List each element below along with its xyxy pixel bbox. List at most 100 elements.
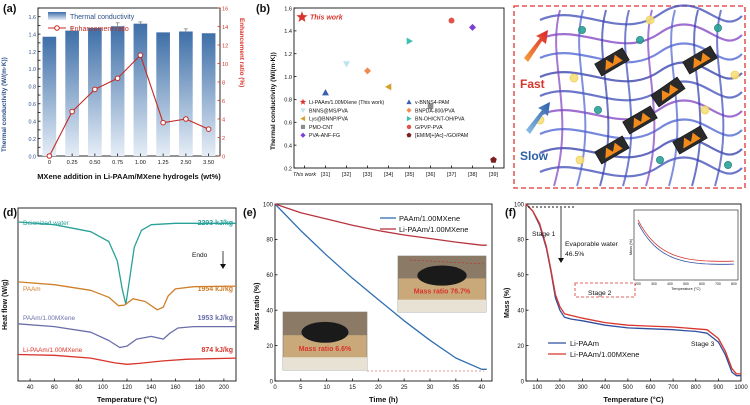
photo-paam-sample (301, 321, 349, 343)
y-tick-label-e: 100 (263, 202, 274, 208)
photo-paam-ruler (283, 357, 367, 370)
mxene-sheet (672, 125, 708, 155)
x-tick-label-a: 3.50 (203, 160, 214, 166)
x-tick-label-e: 35 (452, 385, 459, 391)
annotation-endo: Endo (192, 252, 208, 259)
curve-Li-PAAm/1.00MXene (17, 353, 237, 365)
bar-thermal-conductivity (156, 32, 170, 157)
y-tick-label-f: 100 (514, 202, 525, 208)
mxene-sheet (594, 135, 630, 165)
point-this-work (296, 11, 308, 22)
point-enhancement-ratio (183, 116, 189, 122)
inset-frame-f (633, 209, 739, 281)
annotation-evaporable-percent: 46.5% (565, 251, 584, 258)
curve-Deionized water (17, 221, 236, 305)
mxene-flake (672, 125, 708, 155)
x-tick-label-b: [36] (426, 172, 435, 178)
y2-tick-label-a: 8 (222, 80, 225, 86)
ion-particle (578, 25, 587, 34)
polymer-crosslink (553, 9, 564, 187)
curve-Li-PAAm/1.00MXene (274, 203, 487, 246)
legend-enhancement-ratio: Enhancement ratio (70, 26, 129, 33)
polymer-strand (539, 23, 743, 45)
legend-marker-b (300, 132, 306, 138)
ion-particle (714, 23, 723, 32)
ion-particle (700, 105, 710, 115)
heat-flame-icon (661, 84, 679, 102)
x-tick-label-f: 100 (532, 385, 543, 391)
annotation-evaporable-water: Evaporable water (565, 241, 619, 248)
enthalpy-label-d: 874 kJ/kg (201, 347, 233, 354)
series-label-d: PAAm (23, 286, 41, 293)
y-tick-label-b: 0.6 (284, 121, 292, 127)
polymer-strand (539, 99, 743, 121)
x-tick-label-d: 200 (219, 385, 230, 391)
photo-li-paam-ruler (398, 299, 486, 312)
y-tick-label-a: 0.2 (29, 137, 37, 143)
y2-tick-label-a: 4 (222, 117, 225, 123)
mxene-sheet (594, 47, 630, 77)
x-tick-label-f: 300 (578, 385, 589, 391)
mxene-sheet (622, 105, 658, 135)
y-tick-label-f: 0 (521, 379, 525, 385)
x-tick-label-e: 40 (478, 385, 485, 391)
enthalpy-label-d: 1954 kJ/kg (198, 286, 233, 293)
y-tick-label-e: 60 (266, 273, 273, 279)
y-tick-label-a: 0.8 (29, 85, 37, 91)
panel-label-d: (d) (3, 207, 17, 219)
label-slow: Slow (520, 149, 549, 163)
y-tick-label-a: 1.6 (29, 15, 37, 21)
panel-label-e: (e) (243, 207, 257, 219)
legend-label-b: Lys@BNNP/PVA (309, 117, 349, 123)
label-fast: Fast (520, 77, 545, 91)
x-tick-label-e: 20 (375, 385, 382, 391)
inset-x-tick-label: 400 (667, 282, 673, 286)
x-tick-label-b: [32] (342, 172, 351, 178)
y-tick-label-b: 0.8 (284, 98, 292, 104)
panel-label-b: (b) (256, 3, 270, 15)
inset-x-tick-label: 500 (683, 282, 689, 286)
bar-thermal-conductivity (133, 23, 148, 156)
y-tick-label-e: 0 (270, 379, 274, 385)
x-tick-label-a: 0.50 (89, 160, 100, 166)
x-tick-label-a: 0.75 (112, 160, 123, 166)
heat-flame-icon (605, 142, 623, 159)
annotation-stage-3: Stage 3 (691, 341, 715, 348)
curve-Li-PAAm/1.00MXene (525, 203, 741, 375)
x-tick-label-b: [33] (363, 172, 372, 178)
y2-tick-label-a: 2 (222, 136, 225, 142)
point-[32] (343, 61, 350, 68)
x-tick-label-b: [34] (384, 172, 393, 178)
point-enhancement-ratio (137, 52, 144, 58)
x-tick-label-f: 700 (668, 385, 679, 391)
x-tick-label-b: [37] (447, 172, 456, 178)
legend-marker-b (300, 124, 306, 129)
mxene-sheet (650, 76, 686, 108)
x-tick-label-d: 40 (27, 385, 34, 391)
y-tick-label-b: 1.0 (284, 75, 292, 81)
point-[36] (427, 103, 434, 110)
ion-particle (569, 73, 579, 83)
ion-particle (730, 70, 740, 80)
x-tick-label-d: 60 (51, 385, 58, 391)
y-tick-label-a: 1.4 (29, 32, 37, 38)
ion-particle (724, 160, 733, 169)
x-tick-label-b: [35] (405, 172, 414, 178)
x-tick-label-d: 80 (75, 385, 82, 391)
point-[33] (364, 67, 371, 75)
legend-label-b: v-BNNS4-PAM (415, 100, 449, 106)
legend-label-b: [EMIM]+[Ac]−/GO/PAM (415, 133, 468, 139)
inset-x-axis-label: Temperature (°C) (671, 287, 701, 291)
mxene-flake (622, 105, 658, 135)
x-tick-label-d: 180 (195, 385, 206, 391)
enthalpy-label-d: 2293 kJ/kg (198, 220, 233, 227)
inset-curve (637, 219, 735, 262)
inset-x-tick-label: 200 (635, 282, 641, 286)
x-tick-label-a: 0.25 (67, 160, 78, 166)
series-label-d: PAAm/1.00MXene (23, 315, 76, 322)
ion-particle (645, 15, 655, 25)
y-tick-label-e: 80 (266, 238, 273, 244)
y-tick-label-e: 40 (266, 309, 273, 315)
x-axis-label-e: Time (h) (369, 395, 399, 404)
x-tick-label-b: [38] (468, 172, 477, 178)
